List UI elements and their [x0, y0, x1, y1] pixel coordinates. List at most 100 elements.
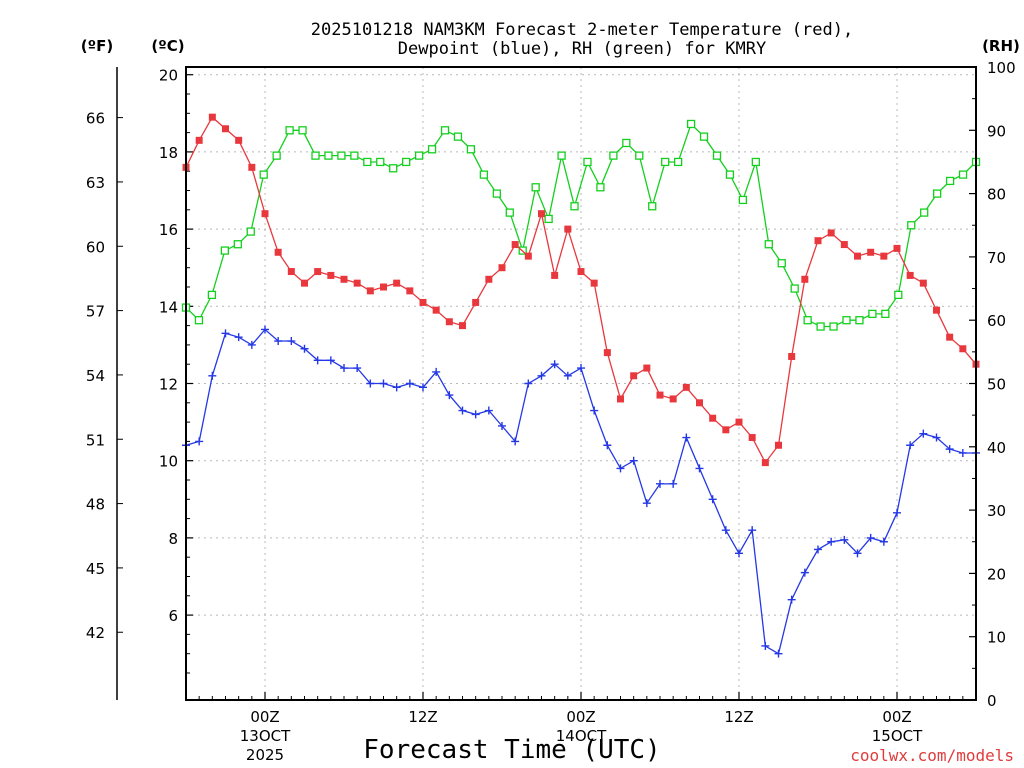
dewpoint-point: [866, 533, 875, 542]
dewpoint-point: [340, 364, 348, 373]
dewpoint-point: [537, 371, 546, 380]
fahrenheit-unit-label: (ºF): [81, 37, 113, 55]
dewpoint-point: [695, 464, 704, 473]
rh-point: [402, 157, 411, 167]
plot-frame: [185, 66, 977, 701]
chart-title-line1: 2025101218 NAM3KM Forecast 2-meter Tempe…: [311, 20, 853, 40]
rh-point: [272, 151, 281, 160]
rh-point: [427, 145, 437, 154]
dewpoint-point: [735, 549, 743, 558]
rh-tick-label: 20: [987, 565, 1006, 583]
dewpoint-point: [669, 479, 678, 488]
rh-point: [194, 316, 204, 325]
dewpoint-point: [919, 429, 928, 438]
dewpoint-point: [208, 371, 217, 380]
rh-point: [622, 138, 631, 148]
dewpoint-line: [185, 328, 976, 655]
rh-point: [842, 316, 851, 325]
temperature-point: [327, 271, 335, 279]
dewpoint-point: [550, 360, 559, 369]
temperature-point: [840, 241, 848, 249]
celsius-unit-label: (ºC): [151, 37, 184, 55]
dewpoint-point: [484, 406, 493, 415]
rh-point: [453, 132, 463, 141]
rh-point: [932, 189, 942, 198]
temperature-point: [274, 248, 282, 256]
rh-point: [285, 126, 294, 135]
gridlines: [186, 67, 976, 700]
celsius-axis: 6 8 10 12 14 16 18 20: [159, 67, 193, 674]
dewpoint-point: [814, 545, 822, 554]
temperature-point: [222, 125, 229, 133]
rh-point: [596, 183, 605, 192]
rh-unit-label: (RH): [982, 37, 1020, 55]
temperature-point: [854, 252, 861, 260]
temperature-point: [577, 268, 585, 276]
dewpoint-point: [313, 356, 322, 365]
temperature-point: [682, 383, 690, 391]
dewpoint-point: [498, 421, 506, 430]
rh-point: [440, 126, 450, 135]
celsius-tick-label: 20: [159, 67, 178, 85]
rh-point: [233, 240, 242, 249]
dewpoint-point: [366, 379, 375, 388]
dewpoint-point: [958, 448, 967, 457]
rh-tick-label: 50: [987, 376, 1006, 394]
dewpoint-point: [682, 433, 691, 442]
x-tick-label: 12Z: [408, 708, 437, 726]
fahrenheit-tick-label: 60: [86, 238, 105, 256]
temperature-point: [472, 298, 480, 306]
rh-point: [764, 240, 773, 249]
dewpoint-point: [945, 445, 954, 454]
dewpoint-point: [906, 441, 915, 450]
rh-point: [583, 157, 592, 167]
dewpoint-point: [721, 526, 730, 535]
dewpoint-point: [603, 441, 612, 450]
rh-point: [207, 290, 217, 300]
rh-point: [414, 151, 424, 160]
temperature-point: [287, 268, 295, 276]
rh-point: [337, 151, 346, 160]
celsius-tick-label: 18: [159, 144, 178, 162]
rh-point: [492, 189, 501, 198]
temperature-point: [432, 306, 440, 314]
temperature-point: [195, 136, 203, 144]
rh-point: [609, 151, 618, 160]
celsius-tick-label: 10: [159, 453, 178, 471]
dewpoint-point: [748, 526, 757, 535]
temperature-point: [696, 399, 703, 407]
x-tick-year: 2025: [246, 746, 284, 764]
rh-point: [958, 170, 968, 179]
rh-point: [635, 151, 644, 160]
x-tick-date: 15OCT: [872, 727, 923, 745]
rh-point: [544, 214, 553, 224]
temperature-point: [485, 275, 493, 283]
temperature-point: [393, 279, 401, 287]
rh-point: [725, 170, 735, 179]
fahrenheit-tick-label: 51: [86, 431, 105, 449]
dewpoint-point: [563, 371, 572, 380]
temperature-point: [524, 252, 532, 260]
dewpoint-point: [840, 535, 849, 544]
temperature-point: [814, 237, 822, 245]
rh-point: [661, 157, 670, 167]
temperature-point: [643, 364, 651, 372]
rh-point: [920, 208, 929, 217]
dewpoint-point: [326, 356, 335, 365]
dewpoint-point: [392, 383, 401, 392]
temperature-point: [248, 163, 256, 171]
rh-tick-label: 60: [987, 312, 1006, 330]
x-axis-title: Forecast Time (UTC): [363, 735, 660, 765]
rh-point: [505, 208, 514, 217]
temperature-point: [590, 279, 598, 287]
rh-tick-label: 10: [987, 629, 1006, 647]
x-tick-label: 00Z: [566, 708, 595, 726]
temperature-point: [419, 298, 427, 306]
temperature-point: [919, 279, 927, 287]
temperature-point: [959, 345, 967, 353]
rh-point: [466, 145, 476, 154]
temperature-point: [314, 268, 322, 276]
rh-point: [324, 151, 333, 160]
rh-point: [298, 126, 307, 135]
